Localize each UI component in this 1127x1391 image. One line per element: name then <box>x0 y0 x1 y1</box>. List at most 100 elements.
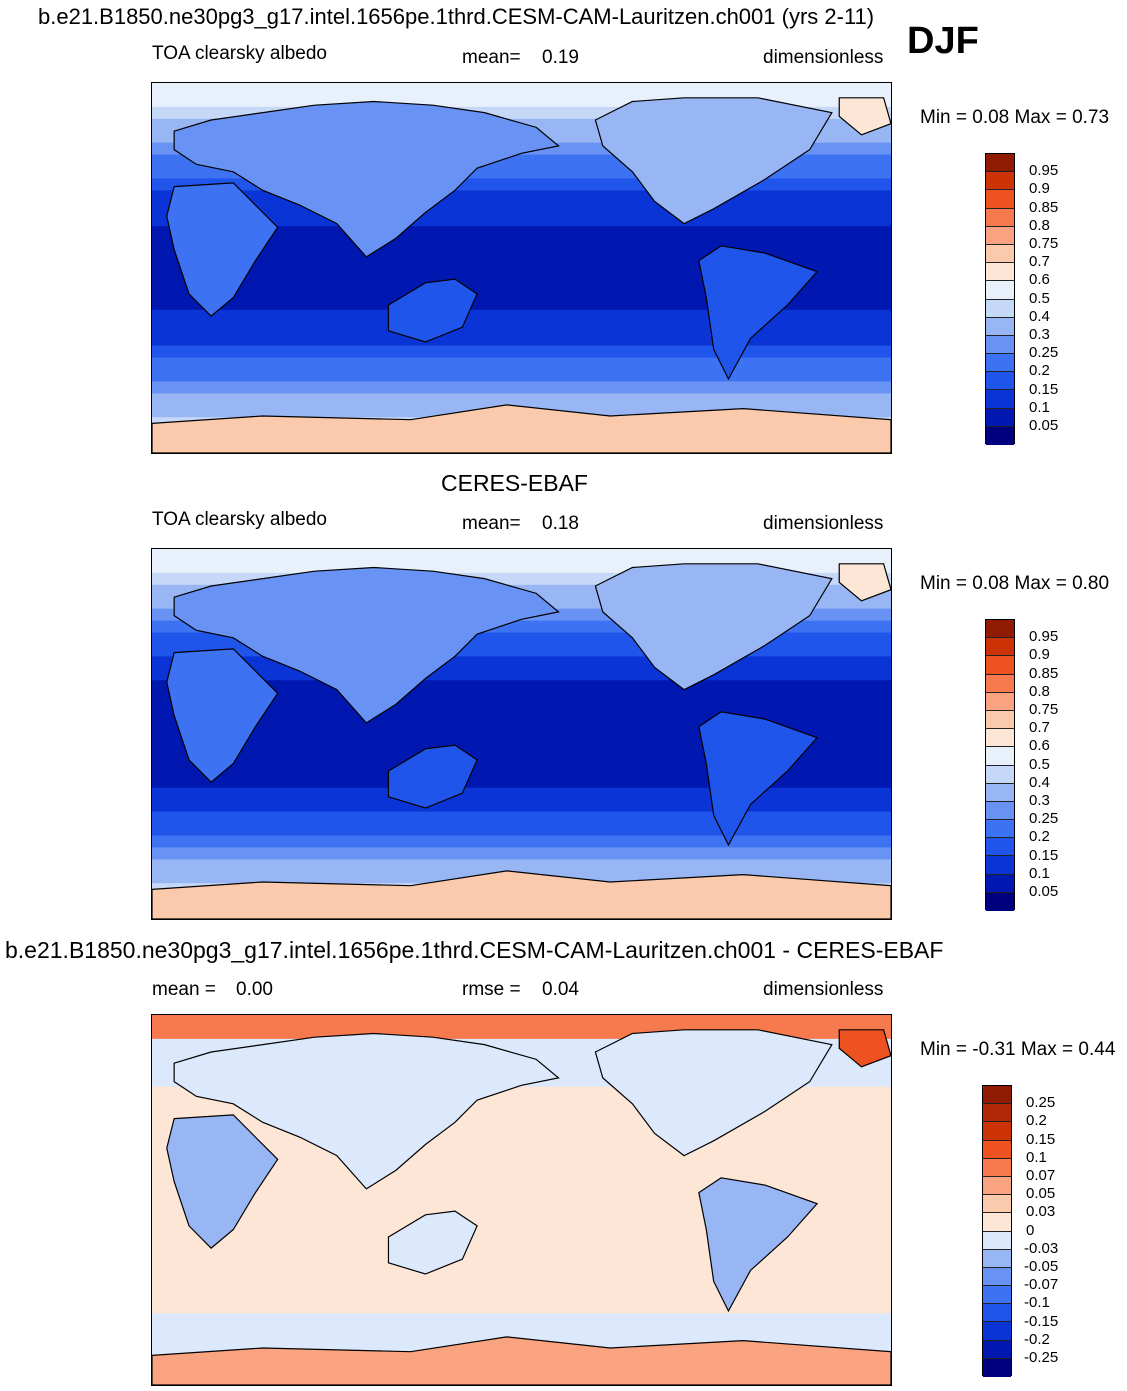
colorbar-tick-label: 0.5 <box>1029 755 1050 773</box>
panel3-rmse-value: 0.04 <box>542 979 579 1000</box>
field-band <box>152 83 891 96</box>
panel3-mean-value: 0.00 <box>236 979 273 1000</box>
colorbar-swatch <box>986 390 1014 409</box>
colorbar-swatch <box>986 154 1014 173</box>
continents <box>152 563 891 919</box>
colorbar-tick-label: 0.95 <box>1029 162 1059 180</box>
field-band <box>152 1158 891 1171</box>
colorbar-tick-label: 0.85 <box>1029 198 1059 216</box>
colorbar-swatch <box>986 710 1014 730</box>
colorbar-swatch <box>983 1195 1011 1214</box>
colorbar-swatch <box>986 226 1014 245</box>
field-band <box>152 704 891 717</box>
continent-eurasia <box>173 566 560 724</box>
field-band <box>152 333 891 347</box>
field-band <box>152 309 891 323</box>
colorbar-tick-label: 0.2 <box>1029 362 1050 380</box>
colorbar-tick-label: 0.05 <box>1029 417 1059 434</box>
field-band <box>152 787 891 801</box>
continent-antarctica <box>152 1336 891 1385</box>
colorbar-swatch <box>986 172 1014 191</box>
field-band <box>152 1241 891 1255</box>
panel1-minmax: Min = 0.08 Max = 0.73 <box>920 107 1110 128</box>
colorbar-swatch <box>983 1122 1011 1141</box>
colorbar-swatch <box>986 372 1014 391</box>
colorbar-tick-label: 0.75 <box>1029 701 1059 718</box>
colorbar-tick-label: 0.03 <box>1026 1203 1056 1221</box>
colorbar-tick-label: 0.05 <box>1029 883 1059 900</box>
colorbar-tick-label: 0.07 <box>1026 1167 1056 1184</box>
colorbar-tick-label: 0.4 <box>1029 307 1050 325</box>
field-band <box>152 1289 891 1303</box>
colorbar-tick-label: 0.7 <box>1029 719 1050 737</box>
field-band <box>152 345 891 359</box>
colorbar-tick-label: 0.7 <box>1029 253 1050 271</box>
continent-namerica <box>594 1029 833 1157</box>
colorbar-tick-label: 0.1 <box>1029 398 1050 416</box>
continent-namerica <box>594 97 833 225</box>
panel3-minmax: Min = -0.31 Max = 0.44 <box>920 1039 1116 1060</box>
colorbar-swatch <box>983 1358 1011 1377</box>
colorbar-swatch <box>986 801 1014 821</box>
colorbar-swatch <box>986 208 1014 227</box>
colorbar-swatch <box>986 838 1014 857</box>
colorbar-tick-label: 0.25 <box>1026 1094 1056 1112</box>
colorbar-swatch <box>986 729 1014 748</box>
colorbar-tick-label: 0.6 <box>1029 737 1050 755</box>
field-band <box>152 1122 891 1135</box>
colorbar-tick-label: 0.15 <box>1029 380 1059 398</box>
field-band <box>152 775 891 789</box>
continent-africa <box>166 182 279 317</box>
colorbar-swatch <box>983 1104 1011 1123</box>
colorbar-tick-label: -0.2 <box>1024 1330 1050 1348</box>
field-band <box>152 811 891 825</box>
colorbar-tick-label: 0.25 <box>1029 344 1059 362</box>
panel2-mean-value: 0.18 <box>542 513 579 534</box>
field-band <box>152 1301 891 1314</box>
colorbar-tick-label: -0.05 <box>1024 1258 1059 1275</box>
colorbar-box <box>985 619 1015 911</box>
continents <box>152 1029 891 1385</box>
colorbar-tick-label: 0.8 <box>1029 682 1050 700</box>
field-band <box>152 656 891 669</box>
colorbar-swatch <box>986 765 1014 784</box>
continent-greenland <box>838 97 891 136</box>
colorbar-tick-label: 0.75 <box>1029 235 1059 252</box>
field-band <box>152 321 891 335</box>
panel1-mean-value: 0.19 <box>542 47 579 68</box>
colorbar-tick-label: 0.05 <box>1026 1185 1056 1203</box>
continent-australia <box>387 1210 478 1275</box>
panel2-map-svg <box>152 549 891 919</box>
colorbar-tick-label: 0.4 <box>1029 773 1050 791</box>
colorbar-swatch <box>983 1158 1011 1177</box>
colorbar-swatch <box>983 1231 1011 1250</box>
continent-australia <box>387 744 478 809</box>
colorbar-swatch <box>986 244 1014 264</box>
colorbar-swatch <box>986 783 1014 802</box>
continent-africa <box>166 1114 279 1249</box>
field-band <box>152 859 891 872</box>
panel3-title: b.e21.B1850.ne30pg3_g17.intel.1656pe.1th… <box>5 937 944 963</box>
colorbar-swatch <box>986 335 1014 355</box>
field-band <box>152 393 891 406</box>
colorbar-tick-label: 0.15 <box>1026 1130 1056 1148</box>
colorbar-swatch <box>986 892 1014 911</box>
colorbar-tick-label: 0.6 <box>1029 271 1050 289</box>
colorbar-tick-label: 0.9 <box>1029 646 1050 664</box>
continent-namerica <box>594 563 833 691</box>
field-band <box>152 381 891 394</box>
colorbar-tick-label: 0.3 <box>1029 792 1050 809</box>
colorbar-swatch <box>986 426 1014 445</box>
colorbar-tick-label: 0.15 <box>1029 846 1059 864</box>
colorbar-box <box>985 153 1015 445</box>
panel2-minmax: Min = 0.08 Max = 0.80 <box>920 573 1110 594</box>
continent-antarctica <box>152 404 891 453</box>
colorbar-swatch <box>986 692 1014 711</box>
field-band <box>152 369 891 382</box>
panel3-mean-label: mean = <box>152 979 216 1000</box>
colorbar-box <box>982 1085 1012 1377</box>
colorbar-swatch <box>983 1213 1011 1232</box>
colorbar-swatch <box>986 874 1014 893</box>
continent-greenland <box>838 563 891 602</box>
colorbar-swatch <box>986 317 1014 336</box>
